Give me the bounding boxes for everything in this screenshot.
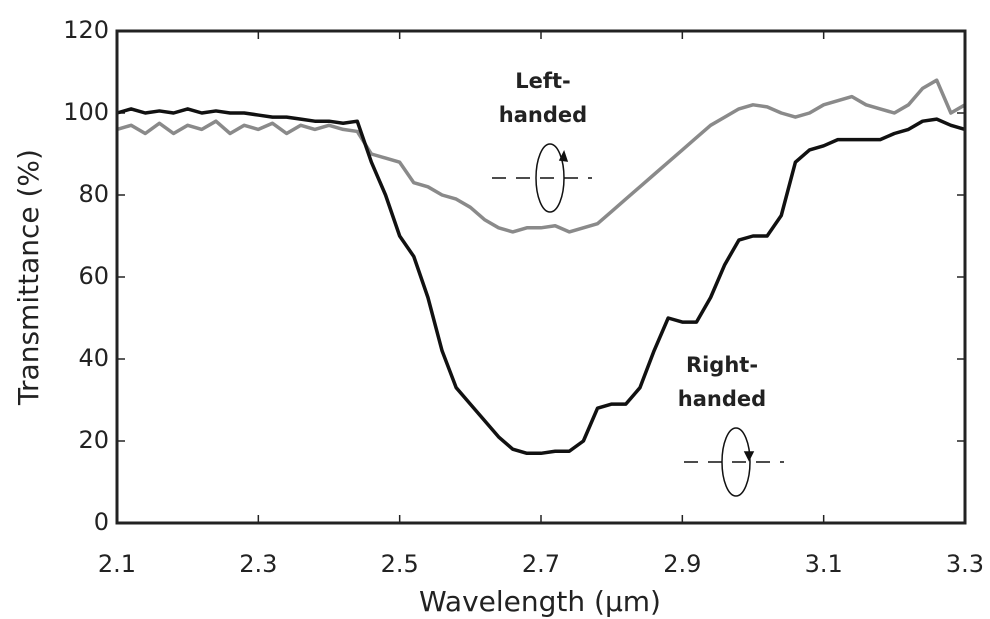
y-tick-label: 120	[63, 16, 109, 44]
y-axis-label: Transmittance (%)	[12, 149, 45, 406]
x-tick-label: 2.7	[522, 550, 560, 578]
line-series	[116, 107, 966, 456]
left-icon	[492, 143, 592, 213]
y-tick-label: 0	[94, 508, 109, 536]
x-tick-label: 2.3	[239, 550, 277, 578]
x-tick-label: 2.1	[98, 550, 136, 578]
x-tick-label: 3.1	[805, 550, 843, 578]
y-tick-label: 80	[78, 180, 109, 208]
y-tick-label: 60	[78, 262, 109, 290]
right-icon	[684, 427, 784, 497]
y-tick-label: 20	[78, 426, 109, 454]
x-axis-label: Wavelength (μm)	[419, 585, 661, 618]
x-tick-label: 2.5	[381, 550, 419, 578]
line-series	[116, 78, 966, 234]
y-tick-label: 40	[78, 344, 109, 372]
annotation: handed	[499, 103, 587, 127]
annotation: handed	[678, 387, 766, 411]
x-tick-label: 3.3	[946, 550, 984, 578]
y-tick-label: 100	[63, 98, 109, 126]
annotation: Right-	[686, 353, 758, 377]
annotation: Left-	[515, 69, 571, 93]
plot-frame	[115, 29, 967, 525]
x-tick-label: 2.9	[663, 550, 701, 578]
